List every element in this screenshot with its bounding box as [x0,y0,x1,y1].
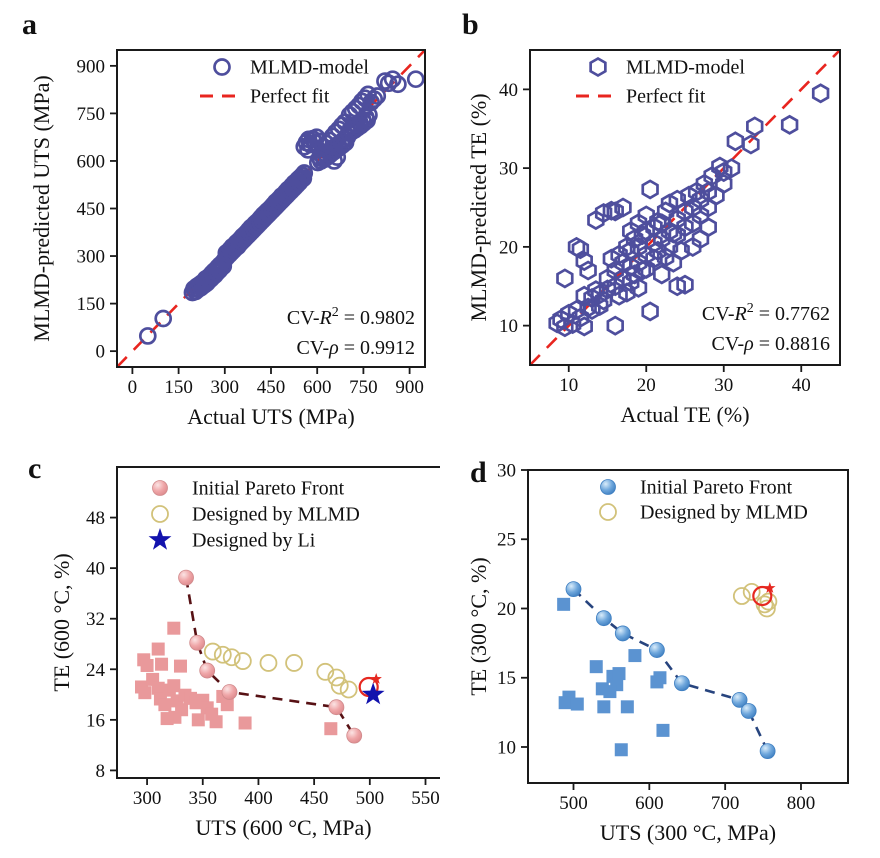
svg-text:MLMD-predicted UTS (MPa): MLMD-predicted UTS (MPa) [29,75,54,341]
svg-text:450: 450 [257,377,286,398]
svg-text:Initial Pareto Front: Initial Pareto Front [640,477,793,499]
svg-text:400: 400 [244,788,273,809]
svg-text:8: 8 [96,761,106,782]
svg-text:Designed by MLMD: Designed by MLMD [192,504,360,526]
svg-text:750: 750 [349,377,378,398]
svg-text:CV-ρ = 0.9912: CV-ρ = 0.9912 [297,337,416,359]
svg-text:450: 450 [300,788,329,809]
svg-text:900: 900 [395,377,424,398]
svg-text:25: 25 [497,530,516,551]
svg-text:750: 750 [77,104,106,125]
svg-text:40: 40 [499,80,518,101]
svg-text:15: 15 [497,668,516,689]
panel-b-plot: 10 20 30 40 10 20 30 40 Actual TE (%) MLMD-predic… [466,49,841,427]
svg-text:0: 0 [96,342,106,363]
svg-text:30: 30 [714,375,733,396]
svg-text:500: 500 [559,793,588,814]
svg-text:16: 16 [86,710,105,731]
svg-text:TE (600 °C, %): TE (600 °C, %) [49,553,74,691]
svg-text:UTS (300 °C, MPa): UTS (300 °C, MPa) [600,820,776,845]
panel-d-plot: 500 600 700 800 10 15 20 25 30 UTS (300 °C, MPa) T… [466,461,849,845]
panel-c: c 300 350 400 450 500 550 8 16 24 32 40 48 UTS (600 … [0,430,440,858]
svg-text:48: 48 [86,508,105,529]
svg-text:350: 350 [189,788,218,809]
svg-text:20: 20 [499,237,518,258]
svg-text:Designed by Li: Designed by Li [192,530,316,552]
svg-text:MLMD-predicted TE (%): MLMD-predicted TE (%) [466,93,491,321]
svg-text:550: 550 [411,788,440,809]
svg-text:0: 0 [128,377,138,398]
svg-text:Actual UTS (MPa): Actual UTS (MPa) [187,404,354,429]
svg-text:600: 600 [635,793,664,814]
panel-b-letter: b [462,8,479,41]
svg-text:10: 10 [497,737,516,758]
panel-d: d 500 600 700 800 10 15 20 25 30 UTS (300 °C, MPa… [440,430,880,858]
svg-text:150: 150 [77,294,106,315]
svg-text:300: 300 [77,247,106,268]
svg-text:24: 24 [86,660,106,681]
svg-text:450: 450 [77,199,106,220]
svg-text:700: 700 [711,793,740,814]
panel-a-plot: 0 150 300 450 600 750 900 0 150 300 450 600 750 900 Ac… [29,49,426,429]
svg-text:UTS (600 °C, MPa): UTS (600 °C, MPa) [195,815,371,840]
svg-text:150: 150 [164,377,193,398]
svg-text:40: 40 [792,375,811,396]
svg-text:600: 600 [77,151,106,172]
svg-text:20: 20 [637,375,656,396]
svg-text:CV-ρ = 0.8816: CV-ρ = 0.8816 [712,333,831,355]
panel-c-plot: 300 350 400 450 500 550 8 16 24 32 40 48 UTS (600 °C… [49,466,440,840]
svg-text:40: 40 [86,559,105,580]
svg-text:MLMD-model: MLMD-model [250,57,369,79]
svg-text:Designed by MLMD: Designed by MLMD [640,502,808,524]
svg-text:300: 300 [211,377,240,398]
svg-text:30: 30 [499,159,518,180]
svg-text:300: 300 [133,788,162,809]
panel-d-letter: d [470,456,487,489]
svg-text:500: 500 [356,788,385,809]
svg-text:Initial Pareto Front: Initial Pareto Front [192,478,345,500]
svg-text:800: 800 [787,793,816,814]
svg-text:30: 30 [497,461,516,482]
svg-text:TE (300 °C, %): TE (300 °C, %) [466,557,491,695]
panel-a-letter: a [22,8,37,41]
svg-text:CV-R2 = 0.9802: CV-R2 = 0.9802 [287,305,415,329]
svg-text:10: 10 [499,316,518,337]
svg-text:CV-R2 = 0.7762: CV-R2 = 0.7762 [702,301,830,325]
svg-text:20: 20 [497,599,516,620]
svg-text:MLMD-model: MLMD-model [626,57,745,79]
svg-text:32: 32 [86,609,105,630]
svg-text:900: 900 [77,56,106,77]
svg-text:10: 10 [559,375,578,396]
panel-b: b 10 20 30 40 10 20 30 40 Actual TE (%) MLMD-pred… [440,0,880,430]
svg-text:Perfect fit: Perfect fit [250,86,330,108]
svg-text:600: 600 [303,377,332,398]
panel-c-letter: c [28,452,42,485]
svg-text:Actual TE (%): Actual TE (%) [620,402,749,427]
svg-text:Perfect fit: Perfect fit [626,86,706,108]
panel-a: a 0 150 300 450 600 750 900 0 150 300 450 600 750 900… [0,0,440,430]
